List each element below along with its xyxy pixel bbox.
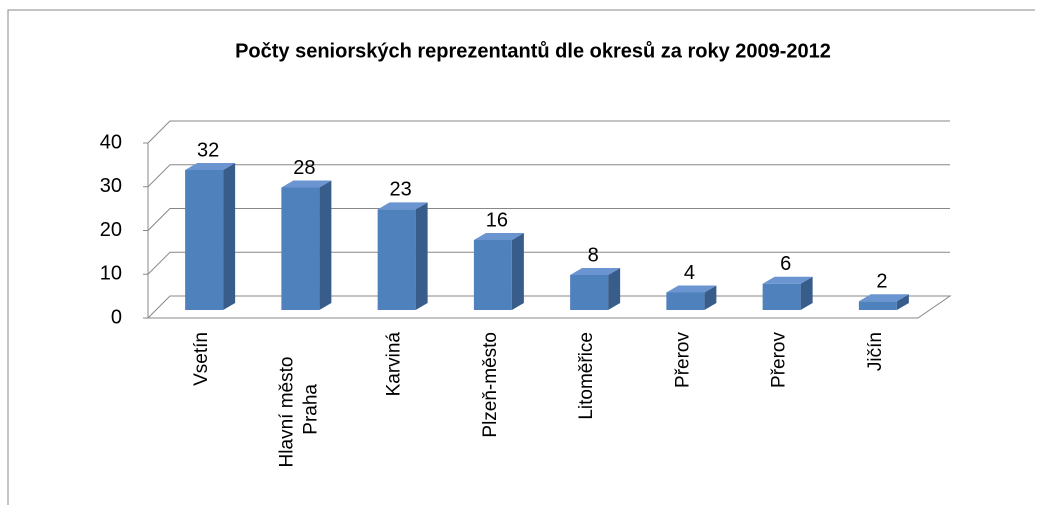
label-line: Praha xyxy=(300,384,321,440)
x-tick-label: Přerov xyxy=(672,332,693,388)
bar-front xyxy=(281,187,320,310)
bar-front xyxy=(858,301,897,310)
x-tick-label: Hlavní město Praha xyxy=(276,357,321,468)
bar-side xyxy=(896,294,909,310)
chart-title: Počty seniorských reprezentantů dle okre… xyxy=(235,40,831,62)
bar-side xyxy=(704,285,717,310)
grid-line xyxy=(147,164,950,188)
bar-front xyxy=(377,209,416,310)
y-tick-label: 30 xyxy=(100,175,122,197)
bar xyxy=(666,285,717,310)
bar-top xyxy=(858,294,909,302)
x-tick-label: Přerov xyxy=(769,332,790,388)
y-tick-label: 0 xyxy=(111,306,122,328)
bar-side xyxy=(319,180,332,310)
bar xyxy=(858,294,909,310)
x-tick-label: Jičín xyxy=(865,332,886,371)
bar-side xyxy=(800,276,813,310)
bar-front xyxy=(570,275,609,310)
bar-top xyxy=(570,268,621,275)
grid-line xyxy=(147,120,950,144)
x-tick-label: Plzeň-město xyxy=(480,332,501,438)
bar-side xyxy=(415,202,428,310)
grid-line xyxy=(147,208,950,231)
value-label: 2 xyxy=(876,271,887,293)
y-tick-label: 20 xyxy=(100,219,122,241)
bar-front xyxy=(473,240,512,310)
bar-side xyxy=(608,268,621,310)
value-label: 23 xyxy=(390,179,412,201)
bar xyxy=(185,163,236,310)
bar xyxy=(377,202,428,310)
bar-side xyxy=(223,163,236,310)
value-label: 4 xyxy=(684,262,695,284)
bar-top xyxy=(473,233,524,240)
bar-front xyxy=(762,283,801,310)
value-label: 8 xyxy=(588,244,599,266)
bar-top xyxy=(377,202,428,210)
grid-line xyxy=(147,251,950,275)
bar-top xyxy=(762,276,813,284)
x-tick-label: Vsetín xyxy=(191,332,212,386)
chart-border xyxy=(7,9,1035,505)
grid-line xyxy=(146,295,952,319)
label-line: Hlavní město xyxy=(276,357,297,468)
bar-top xyxy=(281,180,332,188)
x-tick-label: Litoměřice xyxy=(576,332,597,420)
bar-top xyxy=(185,163,236,170)
bar xyxy=(762,276,813,310)
value-label: 16 xyxy=(486,209,508,231)
bar-front xyxy=(666,292,705,310)
y-tick-label: 10 xyxy=(100,263,122,285)
bar-front xyxy=(185,170,224,310)
value-label: 32 xyxy=(197,139,219,161)
value-label: 28 xyxy=(293,157,315,179)
bar-side xyxy=(511,233,524,310)
value-label: 6 xyxy=(780,253,791,275)
bar xyxy=(570,268,621,310)
y-tick-label: 40 xyxy=(100,131,122,153)
x-tick-label: Karviná xyxy=(384,332,405,397)
bar-top xyxy=(666,285,717,293)
bar xyxy=(473,233,524,310)
bar xyxy=(281,180,332,310)
